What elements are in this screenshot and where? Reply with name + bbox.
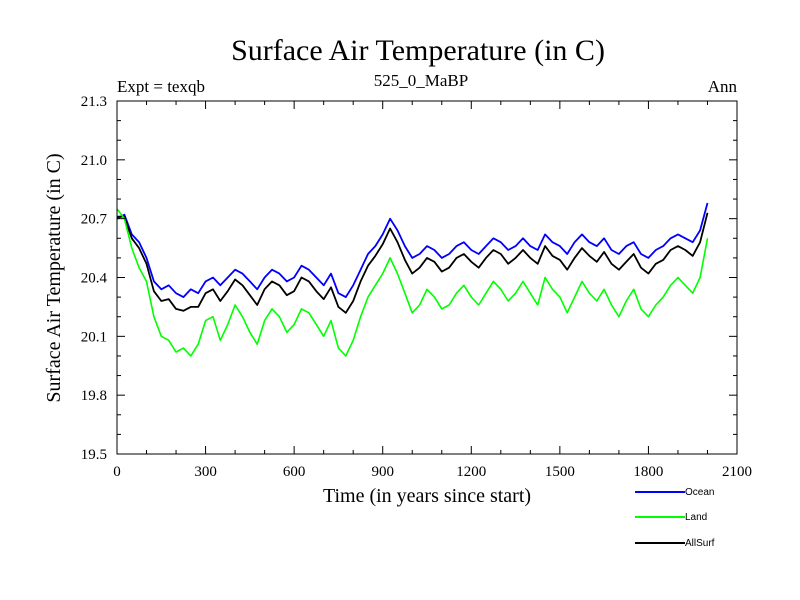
legend: Ocean Land AllSurf <box>635 487 715 549</box>
x-tick-label: 2100 <box>722 464 752 480</box>
x-tick-label: 300 <box>194 464 217 480</box>
y-tick-label: 21.3 <box>81 94 107 110</box>
y-tick-label: 20.7 <box>81 212 108 228</box>
x-tick-labels: 0 300 600 900 1200 1500 1800 2100 <box>113 464 752 480</box>
legend-label-ocean: Ocean <box>685 487 714 498</box>
x-tick-label: 900 <box>371 464 394 480</box>
x-tick-label: 1500 <box>545 464 575 480</box>
series-line-land <box>116 208 709 357</box>
x-tick-label: 1800 <box>633 464 663 480</box>
y-axis-label: Surface Air Temperature (in C) <box>43 153 65 402</box>
x-tick-label: 1200 <box>456 464 486 480</box>
legend-label-land: Land <box>685 512 707 523</box>
x-axis-label: Time (in years since start) <box>323 485 531 507</box>
subtitle-label: 525_0_MaBP <box>374 71 468 90</box>
y-tick-label: 19.8 <box>81 388 107 404</box>
series-layer <box>116 202 709 357</box>
axis-ticks <box>116 100 738 455</box>
y-tick-label: 20.4 <box>81 271 108 287</box>
season-label: Ann <box>708 77 738 96</box>
y-tick-label: 19.5 <box>81 447 107 463</box>
legend-label-allsurf: AllSurf <box>685 538 715 549</box>
y-tick-labels: 19.5 19.8 20.1 20.4 20.7 21.0 21.3 <box>81 94 108 463</box>
y-tick-label: 21.0 <box>81 153 107 169</box>
plot-frame <box>116 100 738 455</box>
expt-label: Expt = texqb <box>117 77 205 96</box>
x-tick-label: 600 <box>283 464 306 480</box>
x-tick-label: 0 <box>113 464 121 480</box>
series-line-ocean <box>116 202 709 299</box>
series-line-allsurf <box>117 212 709 314</box>
chart-title: Surface Air Temperature (in C) <box>231 34 605 67</box>
y-tick-label: 20.1 <box>81 329 107 345</box>
